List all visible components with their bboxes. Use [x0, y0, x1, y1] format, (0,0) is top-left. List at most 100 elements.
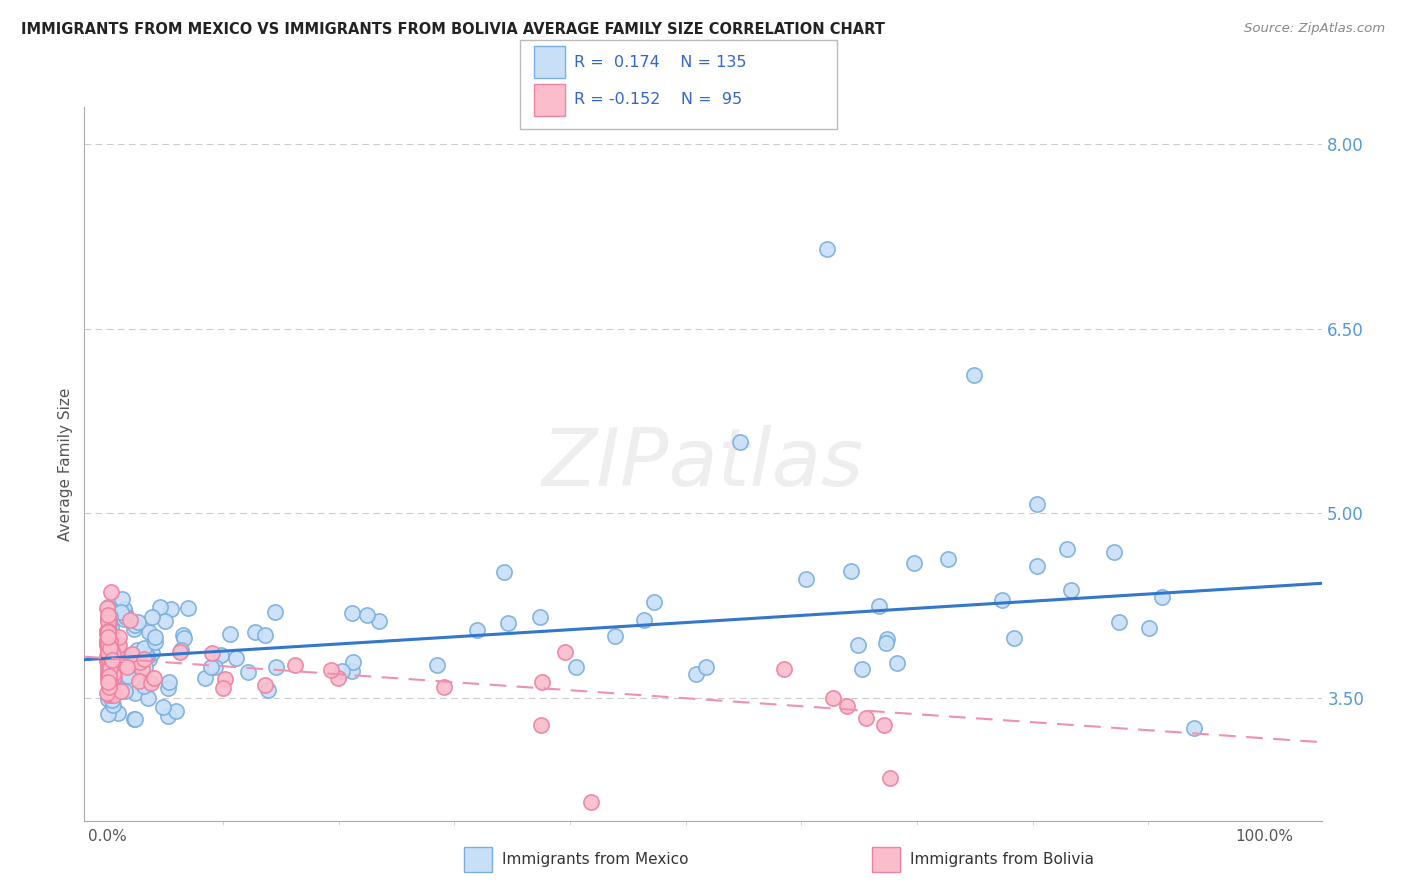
Point [103, 649, 125, 664]
Point [129, 658, 152, 673]
Point [104, 648, 127, 662]
Point [815, 242, 838, 256]
Point [846, 639, 869, 653]
Point [135, 648, 157, 662]
Point [134, 659, 156, 673]
Point [117, 669, 139, 683]
Point [122, 622, 145, 636]
Point [990, 593, 1012, 607]
Point [100, 643, 122, 657]
Point [97, 633, 120, 648]
Point [837, 699, 859, 714]
Point [97, 646, 120, 660]
Point [96, 615, 118, 629]
Point [128, 673, 150, 688]
Point [340, 606, 363, 620]
Point [96, 666, 118, 681]
Point [498, 615, 520, 630]
Point [103, 669, 125, 683]
Point [115, 659, 138, 673]
Point [115, 668, 138, 682]
Point [200, 659, 222, 673]
Point [110, 605, 132, 619]
Point [98, 688, 121, 702]
Point [110, 683, 132, 698]
Point [157, 675, 180, 690]
Point [114, 606, 136, 620]
Point [107, 642, 129, 657]
Point [257, 682, 280, 697]
Point [107, 655, 129, 669]
Point [319, 663, 342, 677]
Point [120, 613, 142, 627]
Point [141, 646, 163, 660]
Point [101, 675, 124, 690]
Point [111, 647, 134, 661]
Point [97, 616, 120, 631]
Point [138, 652, 160, 666]
Text: ZIPatlas: ZIPatlas [541, 425, 865, 503]
Point [173, 631, 195, 645]
Point [114, 609, 136, 624]
Point [225, 651, 247, 665]
Point [97, 666, 120, 681]
Point [97, 613, 120, 627]
Point [97, 627, 120, 641]
Point [886, 656, 908, 670]
Point [131, 662, 153, 676]
Point [101, 644, 124, 658]
Point [97, 640, 120, 654]
Point [105, 649, 128, 664]
Point [868, 599, 890, 613]
Point [194, 671, 217, 685]
Point [342, 655, 364, 669]
Point [111, 665, 134, 679]
Point [98, 689, 121, 703]
Point [112, 665, 135, 680]
Point [367, 614, 389, 628]
Point [328, 671, 350, 685]
Point [112, 648, 135, 663]
Point [124, 712, 146, 726]
Point [963, 368, 986, 383]
Point [695, 660, 717, 674]
Point [107, 643, 129, 657]
Point [98, 664, 121, 678]
Point [96, 638, 118, 652]
Point [96, 636, 118, 650]
Point [494, 565, 516, 579]
Point [212, 681, 235, 695]
Point [685, 667, 707, 681]
Point [97, 656, 120, 670]
Point [104, 673, 127, 687]
Point [96, 627, 118, 641]
Point [98, 680, 121, 694]
Point [97, 624, 120, 639]
Point [873, 718, 896, 732]
Point [579, 795, 602, 809]
Point [114, 684, 136, 698]
Y-axis label: Average Family Size: Average Family Size [58, 387, 73, 541]
Point [98, 674, 121, 689]
Point [254, 678, 277, 692]
Point [97, 691, 120, 706]
Point [111, 592, 134, 607]
Point [903, 556, 925, 570]
Point [143, 635, 166, 649]
Point [1026, 558, 1049, 573]
Point [134, 641, 156, 656]
Point [253, 628, 276, 642]
Point [98, 651, 121, 665]
Point [97, 661, 120, 675]
Point [97, 706, 120, 721]
Point [96, 653, 118, 667]
Point [96, 624, 118, 639]
Point [103, 648, 125, 663]
Point [529, 718, 551, 732]
Point [530, 674, 553, 689]
Point [98, 610, 121, 624]
Point [112, 657, 135, 672]
Point [108, 631, 131, 645]
Point [138, 624, 160, 639]
Point [936, 551, 959, 566]
